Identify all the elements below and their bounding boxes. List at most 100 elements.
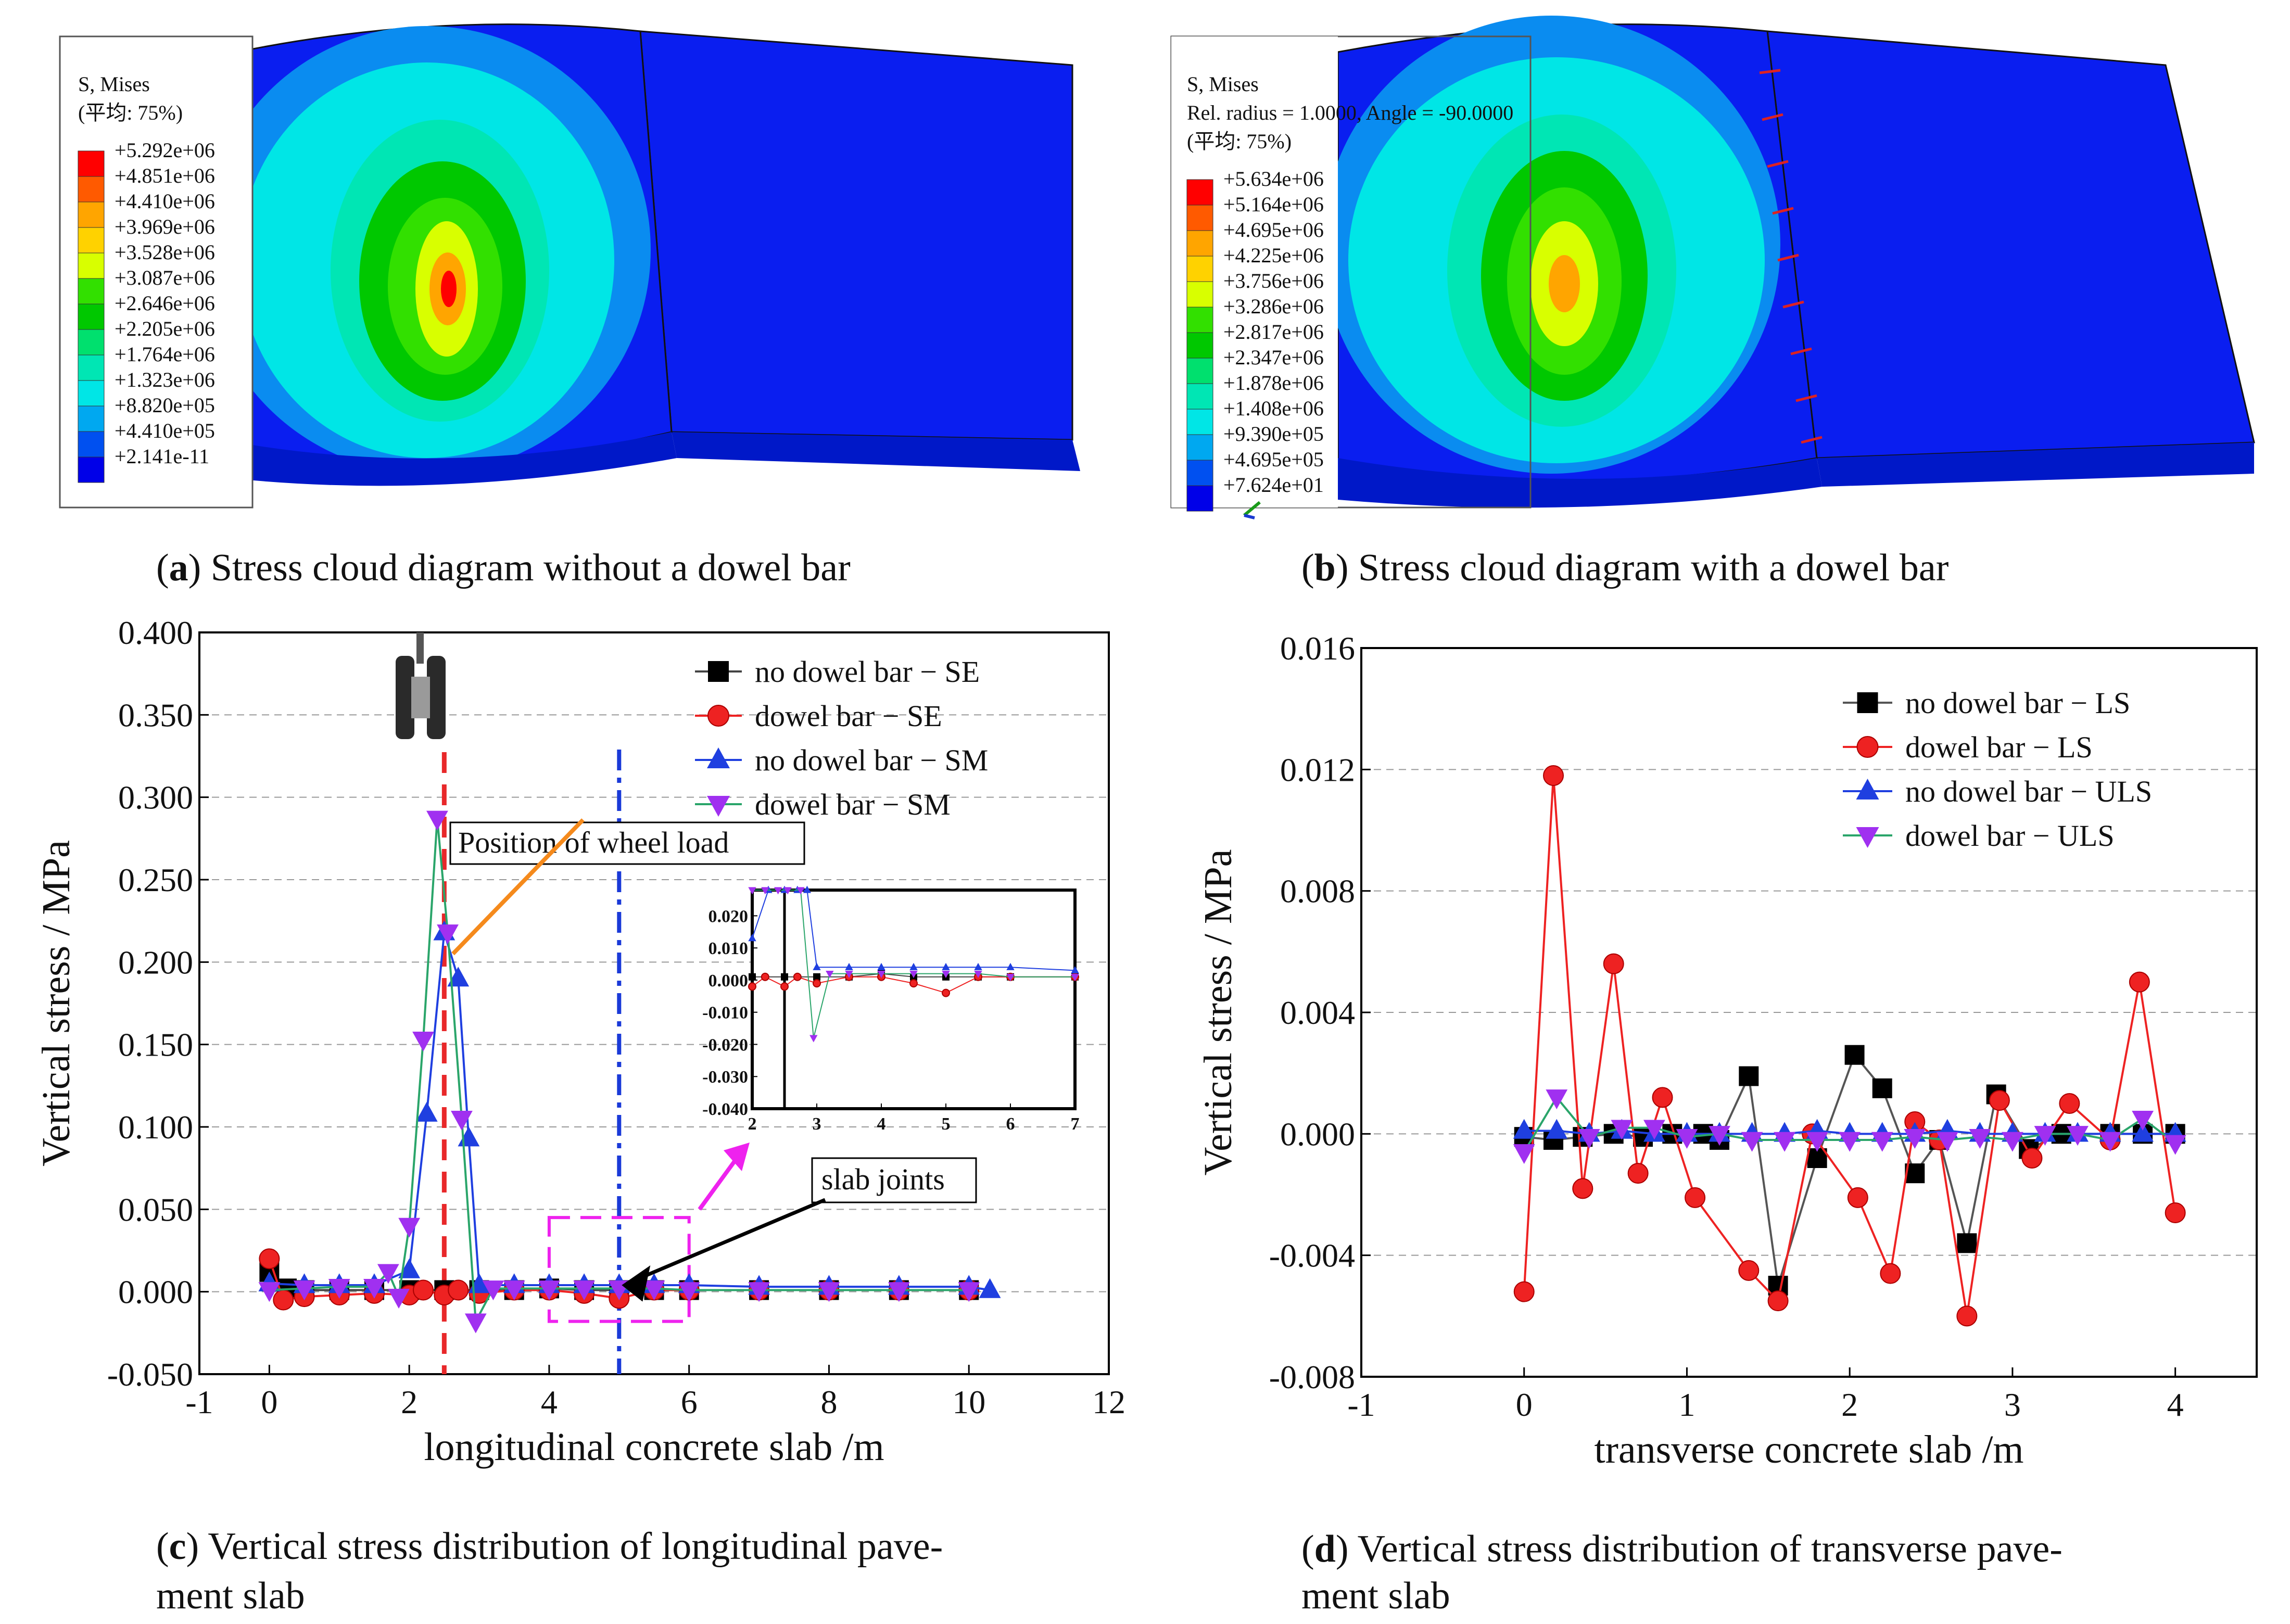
marker-triangle-down bbox=[974, 970, 982, 978]
marker-circle bbox=[1738, 1260, 1760, 1281]
wheel-annotation-label: Position of wheel load bbox=[458, 826, 729, 859]
inset-x-tick-label: 7 bbox=[1071, 1114, 1080, 1134]
marker-triangle-down bbox=[826, 970, 834, 978]
contour-legend-a: S, Mises (平均: 75%) +5.292e+06+4.851e+06+… bbox=[59, 35, 254, 509]
inset-y-tick-label: -0.040 bbox=[702, 1100, 748, 1119]
legend-swatch bbox=[1186, 358, 1213, 384]
legend-value: +3.087e+06 bbox=[115, 266, 215, 289]
marker-circle bbox=[2129, 971, 2150, 993]
inset-x-tick-label: 5 bbox=[942, 1114, 951, 1134]
legend-value: +2.205e+06 bbox=[115, 317, 215, 340]
wheel-annotation-box bbox=[449, 821, 805, 865]
panel-b: S, Mises Rel. radius = 1.0000, Angle = -… bbox=[1170, 16, 2255, 589]
legend-swatch bbox=[78, 150, 105, 177]
marker-circle bbox=[448, 1279, 469, 1301]
marker-triangle-up bbox=[974, 962, 982, 970]
x-tick-label: 0 bbox=[261, 1384, 277, 1420]
marker-triangle-down bbox=[796, 887, 805, 895]
marker-triangle-up bbox=[2132, 1122, 2154, 1142]
marker-circle bbox=[2059, 1093, 2080, 1114]
legend-entry: no dowel bar − SM bbox=[755, 743, 988, 777]
x-tick-label: 2 bbox=[401, 1384, 417, 1420]
caption-a: (a) Stress cloud diagram without a dowel… bbox=[156, 547, 851, 589]
marker-triangle-up bbox=[845, 962, 853, 970]
panel-a: S, Mises (平均: 75%) +5.292e+06+4.851e+06+… bbox=[59, 23, 1080, 589]
marker-circle bbox=[1847, 1187, 1868, 1208]
marker-circle bbox=[1685, 1187, 1706, 1208]
marker-square bbox=[708, 661, 729, 682]
marker-square bbox=[749, 973, 756, 981]
marker-triangle-down bbox=[958, 1282, 980, 1302]
x-axis-label: longitudinal concrete slab /m bbox=[424, 1425, 884, 1469]
marker-triangle-down bbox=[482, 1280, 504, 1301]
legend-entry: no dowel bar − SE bbox=[755, 655, 980, 689]
marker-triangle-down bbox=[1006, 974, 1015, 982]
x-tick-label: -1 bbox=[185, 1384, 213, 1420]
marker-triangle-down bbox=[1774, 1132, 1795, 1152]
marker-triangle-down bbox=[412, 1031, 434, 1051]
marker-triangle-down bbox=[909, 970, 918, 978]
marker-triangle-down bbox=[328, 1278, 350, 1299]
marker-circle bbox=[1627, 1163, 1649, 1184]
marker-triangle-up bbox=[707, 747, 730, 768]
marker-triangle-down bbox=[1839, 1132, 1861, 1152]
legend-swatch bbox=[78, 405, 105, 432]
marker-triangle-down bbox=[426, 810, 448, 831]
plot-frame bbox=[1360, 647, 2258, 1378]
legend-entry: dowel bar − ULS bbox=[1905, 819, 2115, 853]
legend-swatch bbox=[78, 354, 105, 381]
legend-value: +1.408e+06 bbox=[1223, 397, 1324, 420]
marker-triangle-down bbox=[2132, 1110, 2154, 1131]
marker-circle bbox=[813, 979, 821, 988]
marker-circle bbox=[2021, 1148, 2043, 1169]
legend-value: +4.410e+06 bbox=[115, 189, 215, 213]
marker-circle bbox=[707, 705, 729, 727]
marker-triangle-down bbox=[678, 1282, 700, 1302]
caption-b: (b) Stress cloud diagram with a dowel ba… bbox=[1301, 547, 1949, 589]
marker-triangle-down bbox=[1643, 1120, 1665, 1140]
caption-text-a: Stress cloud diagram without a dowel bar bbox=[211, 547, 851, 589]
marker-triangle-down bbox=[1936, 1132, 1958, 1152]
x-tick-label: 12 bbox=[1092, 1384, 1125, 1420]
marker-square bbox=[1739, 1066, 1759, 1086]
legend-subtitle-a: (平均: 75%) bbox=[78, 101, 183, 124]
legend-value: +2.817e+06 bbox=[1223, 320, 1324, 344]
y-tick-label: 0.004 bbox=[1280, 994, 1355, 1031]
wheel-strut bbox=[416, 632, 424, 664]
marker-circle bbox=[1767, 1290, 1789, 1312]
x-tick-label: 1 bbox=[1678, 1386, 1695, 1423]
marker-triangle-down bbox=[1611, 1120, 1633, 1140]
inset-y-tick-label: -0.010 bbox=[702, 1004, 748, 1023]
caption-label-d: d bbox=[1314, 1528, 1336, 1570]
y-tick-label: -0.008 bbox=[1269, 1359, 1355, 1395]
legend-entry: no dowel bar − ULS bbox=[1905, 775, 2152, 808]
marker-circle bbox=[1603, 953, 1624, 974]
series-line bbox=[1524, 1052, 2175, 1286]
marker-triangle-down bbox=[451, 1110, 473, 1131]
marker-triangle-up bbox=[398, 1258, 421, 1278]
caption-label-c: c bbox=[169, 1525, 186, 1568]
legend-title-a: S, Mises bbox=[78, 72, 150, 96]
legend-value: +3.286e+06 bbox=[1223, 295, 1324, 318]
caption-d-line2: ment slab bbox=[1301, 1575, 1450, 1617]
legend-swatch bbox=[78, 329, 105, 356]
marker-circle bbox=[780, 982, 789, 991]
y-tick-label: 0.012 bbox=[1280, 751, 1355, 788]
marker-triangle-down bbox=[643, 1280, 665, 1301]
marker-triangle-up bbox=[877, 962, 885, 970]
marker-circle bbox=[413, 1279, 434, 1301]
y-tick-label: 0.250 bbox=[118, 861, 193, 898]
legend-scale-b: +5.634e+06+5.164e+06+4.695e+06+4.225e+06… bbox=[1186, 167, 1324, 512]
marker-triangle-up bbox=[909, 962, 918, 970]
inset-x-tick-label: 2 bbox=[748, 1114, 757, 1134]
x-tick-label: 4 bbox=[2167, 1386, 2184, 1423]
legend-title-b: S, Mises bbox=[1187, 72, 1259, 96]
legend-value: +4.695e+05 bbox=[1223, 448, 1324, 471]
inset-frame bbox=[751, 889, 1077, 1110]
marker-triangle-down bbox=[258, 1282, 281, 1302]
legend-value: +1.323e+06 bbox=[115, 368, 215, 391]
marker-circle bbox=[2165, 1202, 2186, 1223]
marker-triangle-down bbox=[809, 1035, 818, 1043]
wheel-tire bbox=[396, 656, 414, 739]
marker-triangle-down bbox=[774, 887, 782, 895]
